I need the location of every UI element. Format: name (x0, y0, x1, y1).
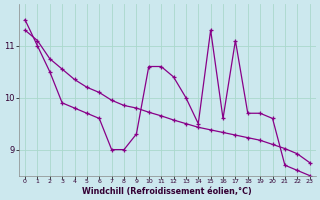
X-axis label: Windchill (Refroidissement éolien,°C): Windchill (Refroidissement éolien,°C) (83, 187, 252, 196)
